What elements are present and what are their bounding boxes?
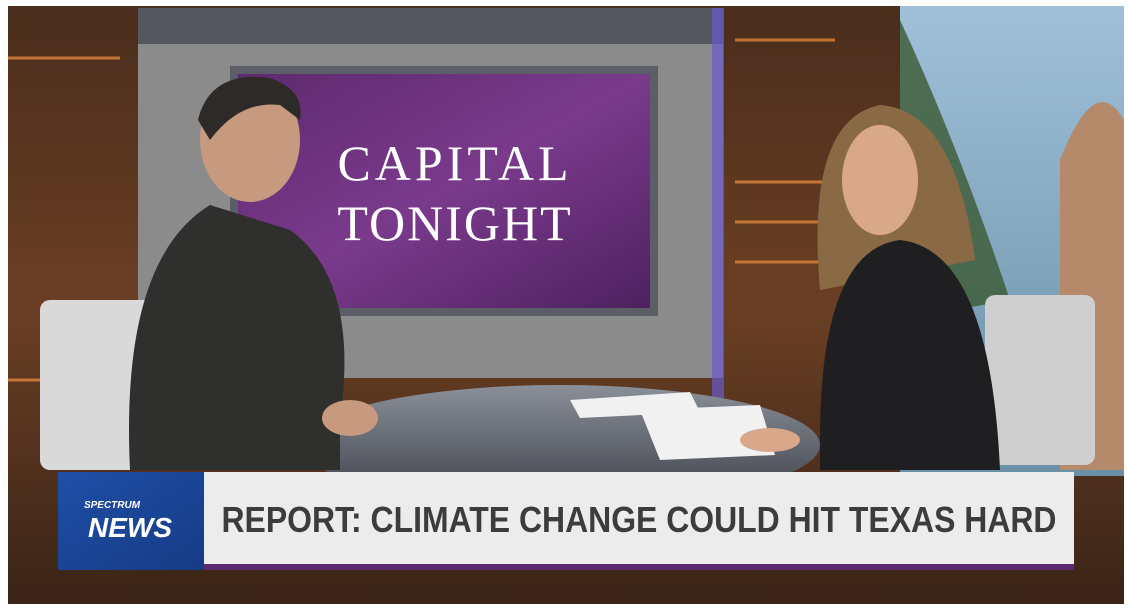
screen-title-line1: CAPITAL	[337, 135, 572, 191]
logo-brand: SPECTRUM	[84, 500, 141, 511]
page: CAPITAL TONIGHT SPECTRUM NEWS REPORT: CL…	[0, 0, 1128, 608]
header-panel	[138, 8, 723, 44]
lower-third: SPECTRUM NEWS REPORT: CLIMATE CHANGE COU…	[58, 472, 1074, 570]
chair-right	[985, 295, 1095, 465]
screen-title-line2: TONIGHT	[337, 195, 572, 251]
logo-network: NEWS	[88, 512, 172, 543]
tv-frame: CAPITAL TONIGHT SPECTRUM NEWS REPORT: CL…	[0, 0, 1128, 608]
headline-accent	[204, 564, 1074, 570]
headline: REPORT: CLIMATE CHANGE COULD HIT TEXAS H…	[222, 499, 1057, 540]
light-strip	[712, 8, 724, 398]
